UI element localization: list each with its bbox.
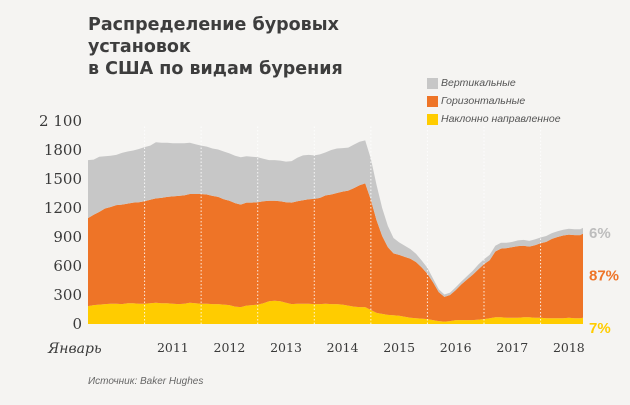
area-series-1 [88, 183, 583, 322]
legend-swatch-directional [427, 113, 438, 125]
year-gridlines [144, 125, 542, 324]
end-share-labels: 6% 87% 7% [589, 225, 619, 337]
y-tick-label: 900 [53, 228, 82, 246]
y-tick-label: 1500 [44, 170, 82, 188]
legend-label-horizontal: Горизонтальные [441, 95, 526, 107]
y-axis: 2 100 1800 1500 1200 900 600 300 0 [39, 112, 82, 333]
legend-label-vertical: Вертикальные [441, 77, 516, 89]
y-tick-label: 2 100 [39, 112, 82, 130]
source-note: Источник: Baker Hughes [88, 376, 204, 387]
legend-item-vertical: Вертикальные [427, 75, 561, 91]
y-tick-label: 0 [72, 315, 82, 333]
x-tick-label: 2014 [327, 340, 359, 355]
legend-swatch-vertical [427, 77, 438, 89]
x-tick-label: Январь [47, 341, 102, 357]
chart-title-line2: в США по видам бурения [88, 59, 343, 79]
legend-item-directional: Наклонно направленное [427, 111, 561, 127]
area-series-2 [88, 140, 583, 297]
area-series-0 [88, 300, 583, 324]
x-axis: Январь 2011 2012 2013 2014 2015 2016 2017 2018 [47, 340, 585, 357]
legend-swatch-horizontal [427, 95, 438, 107]
y-tick-label: 300 [53, 286, 82, 304]
legend-label-directional: Наклонно направленное [441, 113, 561, 125]
y-tick-label: 1800 [44, 141, 82, 159]
x-tick-label: 2015 [383, 340, 415, 355]
x-tick-label: 2016 [440, 340, 472, 355]
end-label: 6% [589, 225, 611, 242]
end-label: 7% [589, 320, 611, 337]
x-tick-label: 2013 [270, 340, 302, 355]
end-label: 87% [589, 268, 619, 285]
x-tick-label: 2018 [553, 340, 585, 355]
chart-legend: Вертикальные Горизонтальные Наклонно нап… [427, 75, 561, 129]
chart-title-line1: Распределение буровых установок [88, 15, 339, 57]
y-tick-label: 1200 [44, 199, 82, 217]
x-tick-label: 2011 [157, 340, 189, 355]
chart-areas [88, 140, 583, 324]
y-tick-label: 600 [53, 257, 82, 275]
chart-title: Распределение буровых установок в США по… [88, 14, 418, 80]
x-tick-label: 2012 [214, 340, 246, 355]
legend-item-horizontal: Горизонтальные [427, 93, 561, 109]
x-tick-label: 2017 [496, 340, 528, 355]
